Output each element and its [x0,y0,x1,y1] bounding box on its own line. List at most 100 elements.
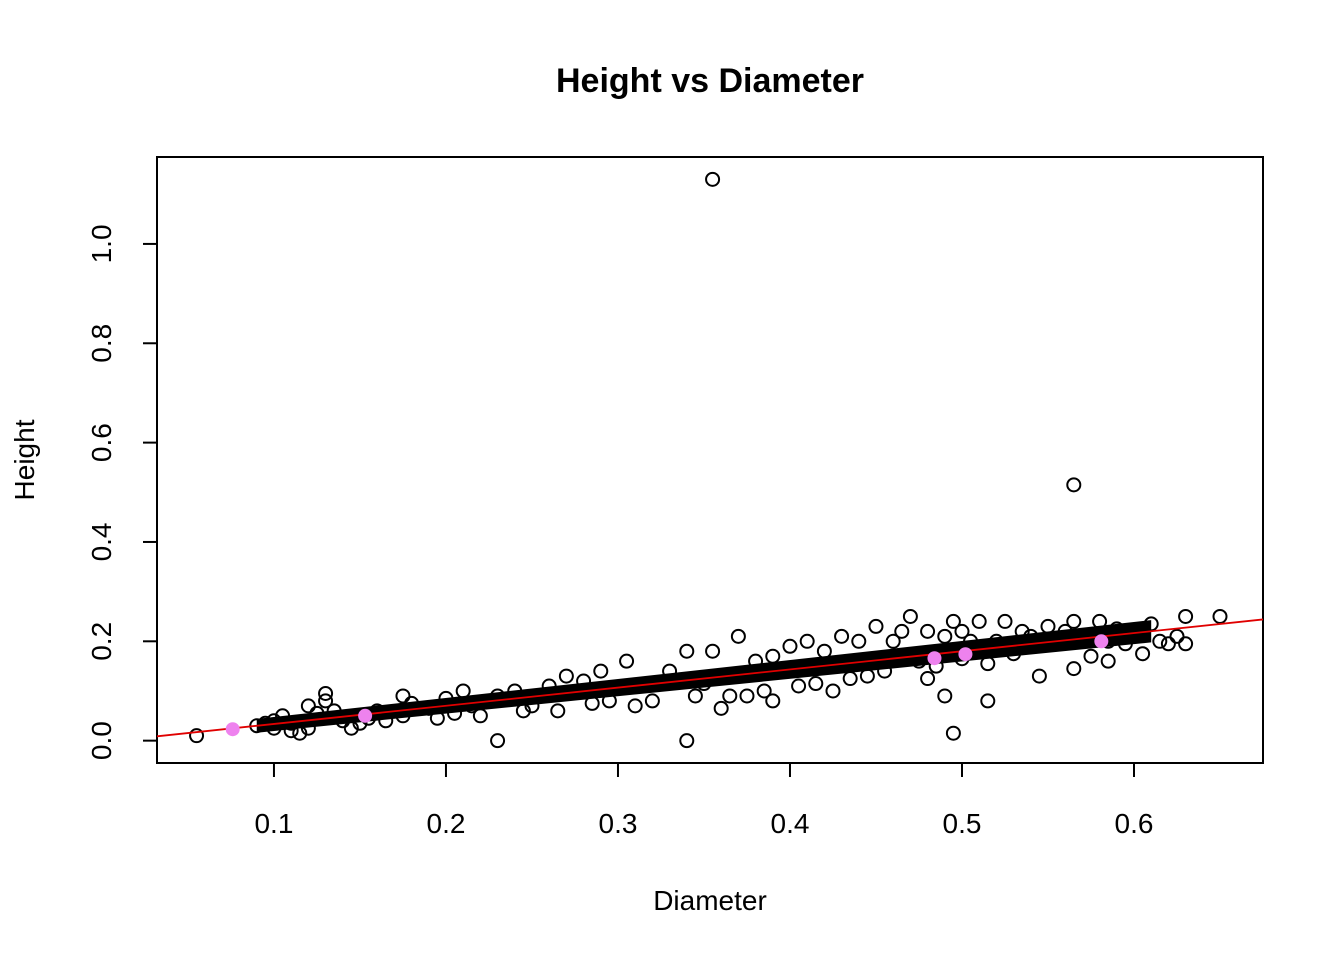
data-point [1100,653,1116,669]
data-point [550,703,566,719]
data-point [1066,661,1082,677]
data-point [902,608,918,624]
data-point [490,688,506,704]
highlight-point [958,647,973,662]
data-point [808,676,824,692]
data-point [490,733,506,749]
y-axis-label: Height [9,419,40,500]
data-point [300,698,316,714]
highlight-point [927,651,942,666]
data-point [705,171,721,187]
data-point [472,708,488,724]
data-point [696,676,712,692]
data-point [842,671,858,687]
data-point [825,683,841,699]
data-point [378,713,394,729]
data-point [877,663,893,679]
data-point [859,668,875,684]
data-point [1135,646,1151,662]
data-point [662,663,678,679]
data-point [292,725,308,741]
data-point [619,653,635,669]
data-point [816,643,832,659]
data-point [868,618,884,634]
data-point [1066,613,1082,629]
data-point [1117,636,1133,652]
data-point [627,698,643,714]
highlighted-points [225,634,1109,737]
data-point [920,623,936,639]
data-point [945,725,961,741]
data-point [1014,623,1030,639]
x-tick-label: 0.6 [1115,808,1154,839]
highlight-point [1094,634,1109,649]
y-tick-label: 0.8 [86,324,117,363]
data-point [748,653,764,669]
highlight-point [358,708,373,723]
data-point [1031,668,1047,684]
data-point [1083,648,1099,664]
data-point [765,648,781,664]
x-tick-label: 0.2 [427,808,466,839]
data-point [507,683,523,699]
highlight-point [225,722,240,737]
data-point [739,688,755,704]
data-point [300,720,316,736]
y-tick-label: 1.0 [86,224,117,263]
data-point [283,723,299,739]
data-point [980,693,996,709]
y-axis: 0.0 0.2 0.4 0.6 0.8 1.0 [86,224,158,760]
data-point [937,688,953,704]
data-point [945,613,961,629]
data-point [834,628,850,644]
data-point [515,703,531,719]
data-point [980,656,996,672]
data-point [1169,628,1185,644]
data-point [593,663,609,679]
data-point [971,613,987,629]
data-point [782,638,798,654]
regression-line [157,618,1263,738]
data-point [756,683,772,699]
data-point [954,623,970,639]
data-point [395,708,411,724]
data-point [937,628,953,644]
data-point [997,613,1013,629]
data-point [1066,477,1082,493]
data-point [541,678,557,694]
data-point [1023,628,1039,644]
data-point [395,688,411,704]
data-point [851,633,867,649]
data-point [318,685,334,701]
data-point [963,633,979,649]
x-tick-label: 0.3 [599,808,638,839]
data-point [911,653,927,669]
data-point [705,643,721,659]
y-tick-label: 0.4 [86,522,117,561]
data-point [601,693,617,709]
data-point [189,728,205,744]
chart-title: Height vs Diameter [556,62,864,100]
data-point [679,643,695,659]
data-point [318,693,334,709]
x-axis-label: Diameter [653,885,767,916]
data-point [558,668,574,684]
data-point [1152,633,1168,649]
x-axis: 0.1 0.2 0.3 0.4 0.5 0.6 [254,762,1154,839]
data-point [464,698,480,714]
data-point [447,705,463,721]
data-point [730,628,746,644]
data-point [1126,628,1142,644]
data-point [920,671,936,687]
data-point [644,693,660,709]
data-point [1040,618,1056,634]
data-point [1178,608,1194,624]
data-point [894,623,910,639]
x-tick-label: 0.5 [943,808,982,839]
data-point [1212,608,1228,624]
data-point [266,720,282,736]
x-tick-label: 0.1 [254,808,293,839]
data-point [584,695,600,711]
data-point [713,700,729,716]
